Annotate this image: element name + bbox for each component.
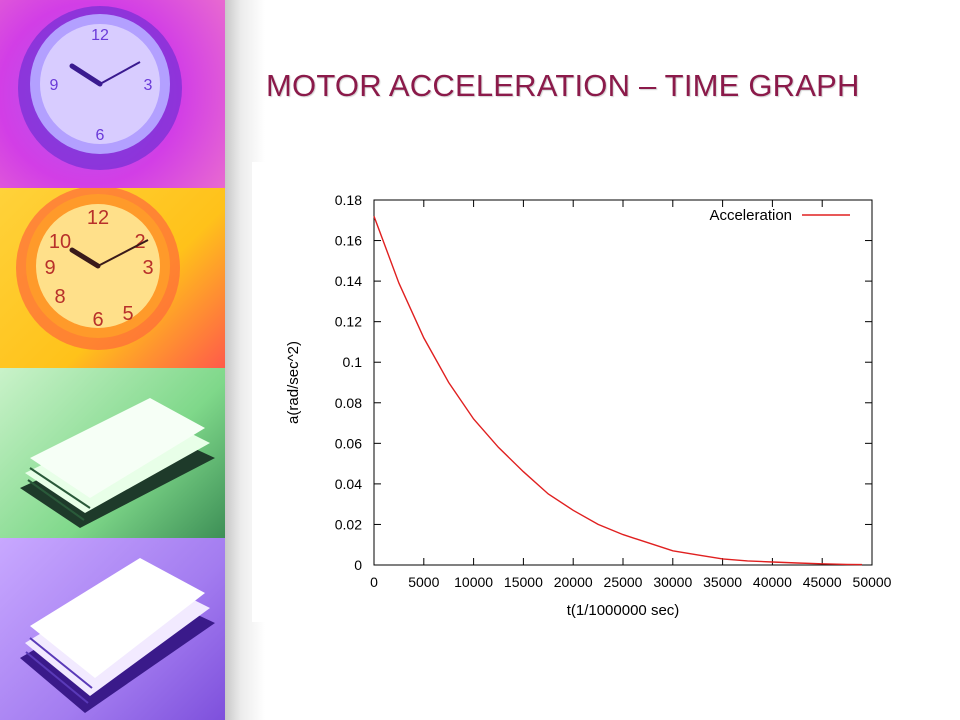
acceleration-time-chart: 0 0.02 0.04 0.06 0.08 0.1 0.12 0.14 0.16 0.18 0 500… [285, 192, 892, 619]
x-axis-label: t(1/1000000 sec) [567, 602, 680, 619]
svg-text:12: 12 [87, 207, 109, 229]
svg-text:3: 3 [144, 77, 153, 94]
series-line-acceleration [373, 215, 863, 566]
svg-text:12: 12 [91, 27, 109, 44]
y-tick-label: 0.06 [335, 435, 362, 451]
y-tick-label: 0.18 [335, 192, 362, 208]
y-tick-label: 0 [354, 557, 362, 573]
papers-violet-icon [0, 538, 225, 720]
papers-green-icon [0, 368, 225, 538]
slide-title: MOTOR ACCELERATION – TIME GRAPH [266, 68, 860, 103]
clock-orange-icon: 12 3 6 9 10 2 8 5 [0, 188, 225, 368]
svg-text:5: 5 [122, 303, 133, 325]
svg-text:3: 3 [142, 257, 153, 279]
x-tick-label: 0 [370, 574, 378, 590]
x-tick-label: 20000 [554, 574, 593, 590]
x-tick-label: 30000 [653, 574, 692, 590]
x-tick-label: 25000 [604, 574, 643, 590]
y-tick-label: 0.12 [335, 314, 362, 330]
svg-text:6: 6 [96, 127, 105, 144]
x-tick-label: 45000 [803, 574, 842, 590]
decorative-photo-strip: 12 3 6 9 12 3 6 9 10 2 8 5 [0, 0, 225, 720]
y-tick-label: 0.16 [335, 233, 362, 249]
y-tick-label: 0.1 [343, 354, 363, 370]
svg-text:9: 9 [50, 77, 59, 94]
clock-purple-icon: 12 3 6 9 [0, 0, 225, 188]
x-tick-label: 5000 [408, 574, 439, 590]
svg-text:8: 8 [54, 286, 65, 308]
x-tick-label: 40000 [753, 574, 792, 590]
svg-text:9: 9 [44, 257, 55, 279]
x-tick-label: 15000 [504, 574, 543, 590]
y-tick-label: 0.14 [335, 273, 362, 289]
svg-text:2: 2 [134, 231, 145, 253]
legend-label: Acceleration [709, 207, 792, 224]
chart-panel: 0 0.02 0.04 0.06 0.08 0.1 0.12 0.14 0.16 0.18 0 500… [252, 162, 908, 622]
x-tick-label: 10000 [454, 574, 493, 590]
y-tick-label: 0.08 [335, 395, 362, 411]
y-axis-label: a(rad/sec^2) [285, 341, 302, 424]
svg-text:6: 6 [92, 309, 103, 331]
y-tick-label: 0.02 [335, 516, 362, 532]
svg-text:10: 10 [49, 231, 71, 253]
x-tick-label: 35000 [703, 574, 742, 590]
x-tick-label: 50000 [853, 574, 892, 590]
y-tick-label: 0.04 [335, 476, 362, 492]
